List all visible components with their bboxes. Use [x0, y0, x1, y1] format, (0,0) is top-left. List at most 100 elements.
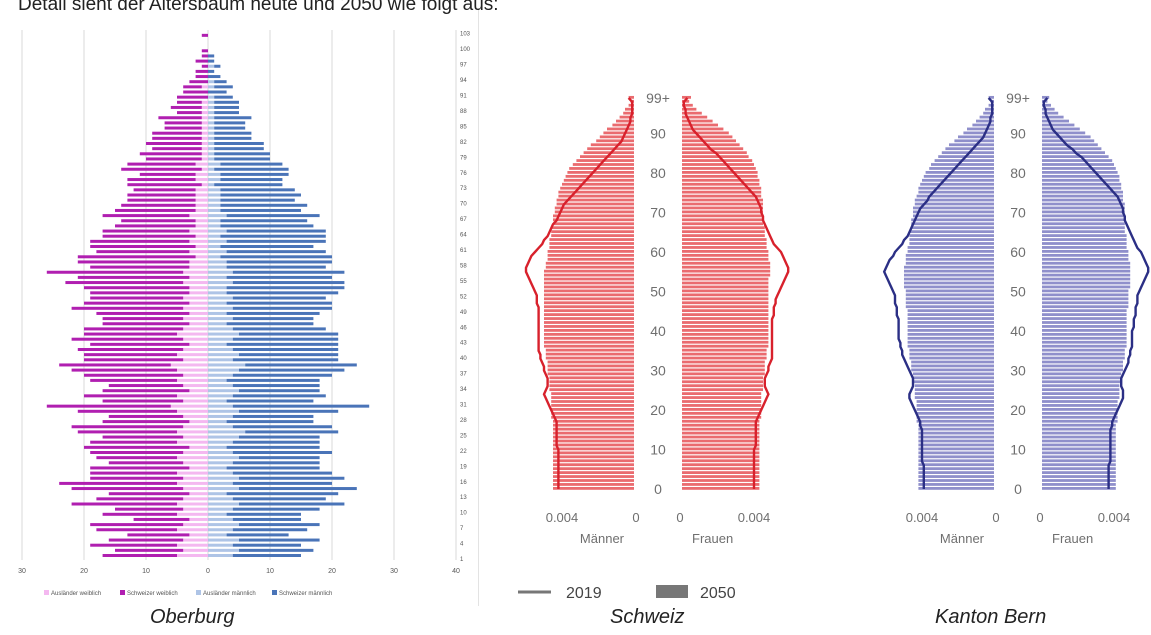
bar-frauen-2050 — [1042, 190, 1123, 194]
bar-schweizer-maennlich — [220, 208, 301, 212]
bar-schweizer-weiblich — [90, 466, 190, 470]
bar-auslaender-maennlich — [208, 476, 239, 480]
bar-schweizer-weiblich — [164, 126, 202, 130]
bar-auslaender-maennlich — [208, 100, 215, 104]
bar-maenner-2050 — [544, 293, 634, 297]
y-tick-label: 19 — [460, 464, 467, 470]
bar-schweizer-weiblich — [121, 219, 196, 223]
legend-label: Schweizer männlich — [279, 591, 332, 597]
bar-maenner-2050 — [628, 95, 634, 99]
bar-auslaender-maennlich — [208, 157, 215, 161]
bar-maenner-2050 — [945, 147, 994, 151]
y-tick-label: 100 — [460, 47, 471, 53]
bar-frauen-2050 — [1042, 447, 1116, 451]
bar-frauen-2050 — [682, 131, 729, 135]
bar-schweizer-weiblich — [102, 317, 184, 321]
bar-frauen-2050 — [682, 404, 762, 407]
bar-maenner-2050 — [596, 139, 634, 143]
bar-schweizer-maennlich — [208, 75, 221, 79]
x-tick-label: 20 — [80, 568, 88, 575]
bar-schweizer-weiblich — [84, 327, 184, 331]
bar-frauen-2050 — [1042, 155, 1109, 158]
y-tick-label: 60 — [1010, 244, 1026, 260]
y-tick-label: 55 — [460, 279, 467, 285]
bar-frauen-2050 — [1042, 103, 1051, 107]
bar-maenner-2050 — [549, 384, 634, 388]
bar-schweizer-weiblich — [90, 543, 177, 547]
bar-auslaender-maennlich — [208, 255, 221, 259]
bar-schweizer-weiblich — [121, 167, 202, 171]
bar-frauen-2050 — [682, 325, 769, 328]
bar-schweizer-maennlich — [220, 219, 308, 223]
bar-schweizer-weiblich — [139, 152, 202, 156]
y-tick-label: 40 — [650, 323, 666, 339]
bar-maenner-2050 — [958, 135, 994, 139]
bar-auslaender-maennlich — [208, 420, 227, 424]
bar-schweizer-weiblich — [201, 49, 208, 53]
bar-frauen-2050 — [682, 427, 760, 431]
bar-auslaender-weiblich — [183, 270, 208, 274]
x-tick-label: 30 — [390, 568, 398, 575]
bar-auslaender-weiblich — [201, 126, 208, 130]
bar-frauen-2050 — [1042, 463, 1116, 467]
bar-frauen-2050 — [1042, 281, 1131, 285]
bar-maenner-2050 — [905, 289, 994, 293]
bar-schweizer-weiblich — [115, 208, 196, 212]
bar-schweizer-maennlich — [226, 399, 314, 403]
bar-maenner-2050 — [904, 269, 994, 273]
bar-auslaender-maennlich — [208, 301, 227, 305]
bar-schweizer-weiblich — [115, 548, 184, 552]
bar-auslaender-maennlich — [208, 250, 227, 254]
bar-auslaender-weiblich — [177, 456, 208, 460]
bar-frauen-2050 — [682, 103, 693, 107]
bar-maenner-2050 — [545, 356, 634, 360]
bar-auslaender-maennlich — [208, 203, 221, 207]
bar-maenner-2050 — [909, 242, 994, 245]
bar-maenner-2050 — [904, 285, 994, 289]
bar-frauen-2050 — [682, 190, 762, 194]
bar-schweizer-weiblich — [102, 389, 190, 393]
y-tick-label: 97 — [460, 63, 467, 69]
bar-schweizer-maennlich — [239, 456, 320, 460]
bar-schweizer-maennlich — [232, 348, 339, 351]
bar-schweizer-maennlich — [220, 178, 283, 182]
bar-frauen-2050 — [682, 317, 769, 320]
bar-maenner-2050 — [549, 380, 634, 384]
bar-auslaender-weiblich — [201, 111, 208, 115]
bar-schweizer-weiblich — [146, 142, 202, 145]
bar-maenner-2050 — [988, 95, 994, 99]
bar-maenner-2050 — [911, 368, 994, 372]
bar-frauen-2050 — [682, 321, 769, 324]
bar-schweizer-weiblich — [108, 461, 184, 465]
bar-schweizer-weiblich — [102, 322, 190, 326]
bar-frauen-2050 — [1042, 336, 1127, 340]
bar-frauen-2050 — [682, 400, 762, 403]
bar-schweizer-maennlich — [239, 435, 320, 439]
bar-schweizer-weiblich — [102, 214, 190, 218]
bar-frauen-2050 — [1042, 356, 1125, 360]
bar-auslaender-maennlich — [208, 265, 227, 269]
bar-maenner-2050 — [551, 411, 634, 415]
x-tick-label: 0 — [992, 510, 999, 525]
bar-auslaender-maennlich — [208, 451, 233, 454]
bar-auslaender-maennlich — [208, 507, 233, 511]
bar-auslaender-maennlich — [208, 229, 227, 233]
bar-frauen-2050 — [1042, 388, 1120, 392]
y-tick-label: 20 — [1010, 402, 1026, 418]
bar-frauen-2050 — [682, 139, 736, 143]
bar-frauen-2050 — [682, 368, 765, 372]
bar-frauen-2050 — [682, 111, 702, 115]
caption-oberburg: Oberburg — [150, 606, 235, 628]
bar-frauen-2050 — [1042, 171, 1118, 174]
bar-maenner-2050 — [907, 246, 994, 249]
bar-schweizer-maennlich — [232, 461, 320, 465]
bar-auslaender-weiblich — [195, 198, 208, 202]
bar-schweizer-maennlich — [226, 512, 301, 516]
bar-frauen-2050 — [682, 281, 769, 285]
bar-frauen-2050 — [1042, 261, 1131, 265]
bar-auslaender-weiblich — [177, 528, 208, 532]
bar-auslaender-maennlich — [208, 260, 227, 264]
bar-auslaender-maennlich — [208, 234, 221, 238]
bar-maenner-2050 — [904, 277, 994, 281]
bar-schweizer-weiblich — [71, 425, 184, 429]
